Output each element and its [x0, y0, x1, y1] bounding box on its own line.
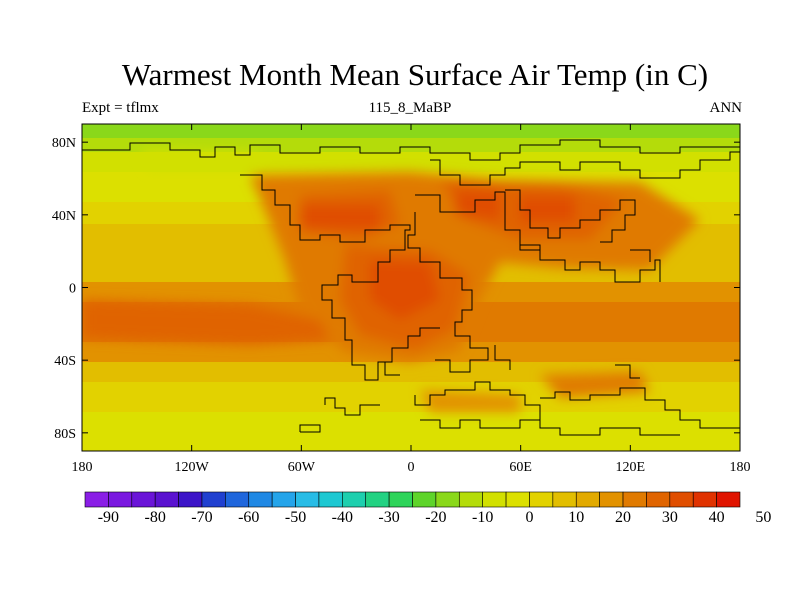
colorbar-swatch [225, 491, 250, 508]
continent-outline-africa [415, 191, 661, 283]
colorbar-label: 20 [615, 509, 632, 526]
colorbar-swatch [692, 491, 717, 508]
colorbar-swatch [575, 491, 600, 508]
colorbar-swatch [342, 491, 367, 508]
colorbar-swatch [435, 491, 460, 508]
colorbar-swatch [669, 491, 694, 508]
colorbar [84, 491, 741, 508]
continent-outline-south-1 [324, 397, 380, 416]
colorbar-swatch [365, 491, 390, 508]
colorbar-swatch [552, 491, 577, 508]
continent-outline-antarctica [540, 387, 740, 429]
colorbar-label: -60 [238, 509, 260, 526]
colorbar-swatch [108, 491, 133, 508]
continent-outline-asia [505, 189, 636, 243]
experiment-label: Expt = tflmx [82, 100, 159, 116]
continent-outlines [82, 139, 740, 436]
longitude-tick-label: 180 [72, 460, 93, 475]
continent-outline-small-1 [384, 362, 400, 376]
colorbar-label: -80 [144, 509, 166, 526]
colorbar-label: 0 [525, 509, 534, 526]
colorbar-label: 40 [708, 509, 725, 526]
period-label: 115_8_MaBP [368, 100, 452, 116]
longitude-tick-label: 120W [175, 460, 210, 475]
colorbar-label: -90 [97, 509, 120, 526]
longitude-tick-label: 0 [408, 460, 415, 475]
colorbar-swatch [482, 491, 507, 508]
colorbar-label: -20 [425, 509, 447, 526]
temperature-field [82, 124, 740, 451]
continent-outline-north [82, 139, 740, 161]
season-label: ANN [709, 100, 743, 116]
colorbar-swatch [131, 491, 156, 508]
colorbar-swatch [318, 491, 343, 508]
longitude-tick-label: 60E [509, 460, 532, 475]
continent-outline-antarctic-coast [420, 419, 680, 436]
chart-title: Warmest Month Mean Surface Air Temp (in … [121, 57, 709, 92]
colorbar-label: 50 [755, 509, 772, 526]
latitude-tick-label: 80S [54, 427, 76, 442]
latitude-tick-label: 40N [52, 209, 76, 224]
continent-outline-eurasia [430, 151, 740, 186]
colorbar-swatch [388, 491, 413, 508]
colorbar-label: -30 [378, 509, 400, 526]
longitude-tick-label: 60W [288, 460, 316, 475]
continent-outline-equatorial [407, 212, 489, 373]
colorbar-swatch [248, 491, 273, 508]
longitude-labels: 180 120W 60W 0 60E 120E 180 [72, 460, 751, 475]
colorbar-swatch [271, 491, 296, 508]
colorbar-swatch [599, 491, 624, 508]
continent-outline-americas [240, 174, 440, 381]
continent-outline-south-2 [299, 424, 321, 433]
colorbar-swatch [505, 491, 530, 508]
colorbar-swatch [154, 491, 179, 508]
colorbar-swatch [84, 491, 109, 508]
continent-outline-south-3 [414, 381, 541, 420]
continent-outline-southeast-asia [519, 240, 540, 251]
colorbar-label: -10 [472, 509, 494, 526]
axis-ticks [81, 124, 741, 451]
longitude-tick-label: 120E [616, 460, 646, 475]
continent-outline-small-2 [494, 345, 511, 370]
colorbar-label: -40 [331, 509, 353, 526]
continent-outline-small-3 [615, 364, 640, 379]
colorbar-swatch [716, 491, 741, 508]
colorbar-swatch [458, 491, 483, 508]
colorbar-swatch [295, 491, 320, 508]
latitude-labels: 80N 40N 0 40S 80S [52, 136, 76, 442]
colorbar-label: 10 [568, 509, 585, 526]
latitude-tick-label: 80N [52, 136, 76, 151]
longitude-tick-label: 180 [730, 460, 751, 475]
colorbar-label: 30 [661, 509, 678, 526]
latitude-tick-label: 0 [69, 282, 76, 297]
colorbar-swatch [622, 491, 647, 508]
colorbar-swatch [529, 491, 554, 508]
latitude-tick-label: 40S [54, 354, 76, 369]
colorbar-swatch [646, 491, 671, 508]
colorbar-label: -50 [284, 509, 307, 526]
colorbar-swatch [201, 491, 226, 508]
colorbar-swatch [178, 491, 203, 508]
colorbar-swatch [412, 491, 437, 508]
continent-outline-australia [630, 249, 651, 262]
colorbar-label: -70 [191, 509, 213, 526]
